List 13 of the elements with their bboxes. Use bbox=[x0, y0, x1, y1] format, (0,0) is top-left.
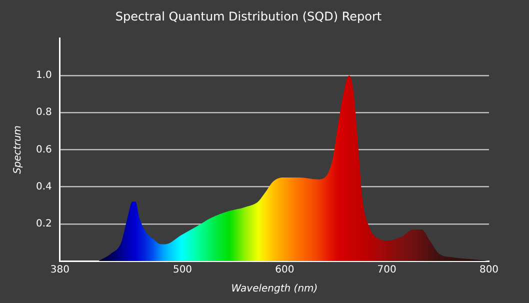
x-tick-label: 500 bbox=[172, 264, 192, 276]
y-tick-label: 0.8 bbox=[36, 107, 52, 118]
y-tick-label: 0.4 bbox=[36, 181, 52, 192]
x-tick-label: 600 bbox=[275, 264, 294, 276]
y-tick-label: 0.6 bbox=[36, 144, 52, 156]
y-axis-title: Spectrum bbox=[12, 125, 24, 174]
x-tick-label: 700 bbox=[377, 264, 396, 276]
x-axis-title: Wavelength (nm) bbox=[231, 284, 318, 295]
y-tick-label: 1.0 bbox=[36, 70, 52, 82]
x-tick-label: 800 bbox=[479, 264, 499, 276]
x-tick-label: 380 bbox=[50, 264, 70, 276]
y-tick-label: 0.2 bbox=[36, 218, 52, 230]
chart-title: Spectral Quantum Distribution (SQD) Report bbox=[115, 9, 382, 24]
